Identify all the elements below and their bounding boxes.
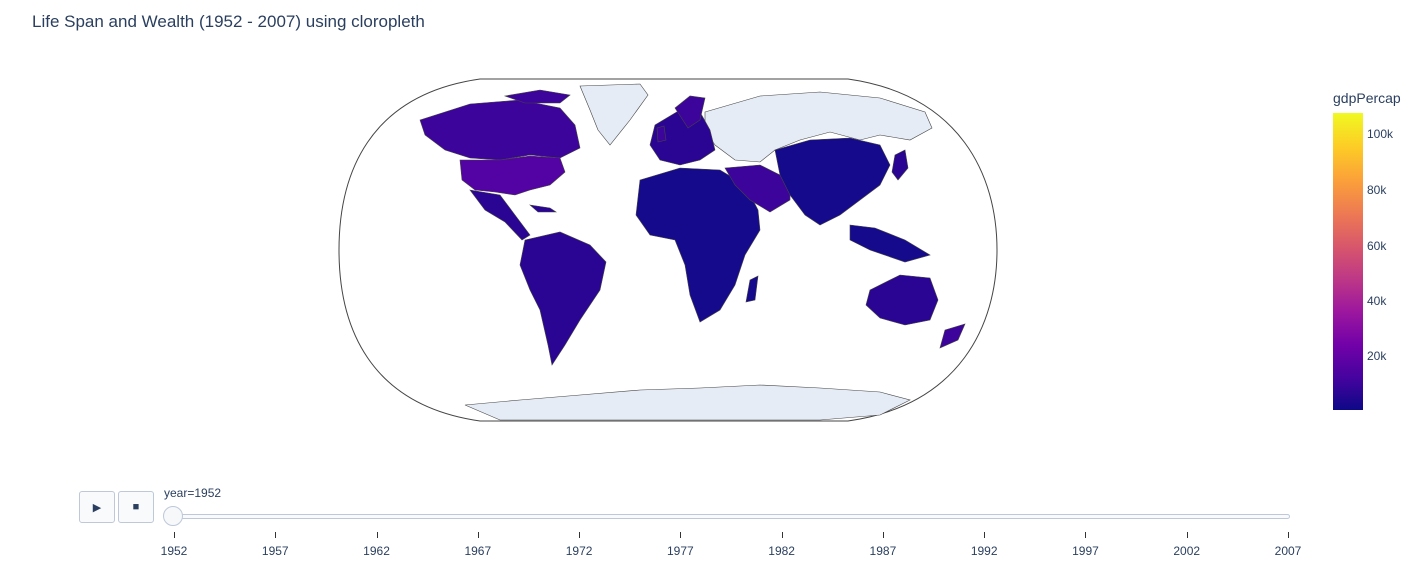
region-madagascar bbox=[745, 275, 759, 303]
slider-tick-mark bbox=[984, 532, 986, 538]
region-south-america bbox=[519, 231, 607, 366]
region-australia bbox=[865, 274, 939, 326]
slider-tick-mark bbox=[1085, 532, 1087, 538]
year-slider-handle[interactable] bbox=[163, 506, 183, 526]
colorbar-tick: 60k bbox=[1367, 239, 1387, 253]
region-caribbean bbox=[529, 204, 557, 213]
region-russia bbox=[704, 91, 933, 163]
region-new-zealand bbox=[939, 323, 966, 349]
chart-title: Life Span and Wealth (1952 - 2007) using… bbox=[32, 12, 425, 31]
slider-tick-mark bbox=[579, 532, 581, 538]
region-japan bbox=[891, 149, 909, 181]
stop-icon: ■ bbox=[132, 501, 140, 513]
slider-tick-mark bbox=[882, 532, 884, 538]
region-scandinavia bbox=[674, 95, 706, 129]
slider-tick-mark bbox=[1186, 532, 1188, 538]
slider-tick-label[interactable]: 1952 bbox=[160, 544, 188, 558]
slider-tick-label[interactable]: 2007 bbox=[1274, 544, 1302, 558]
region-central-america bbox=[469, 189, 531, 241]
play-button[interactable]: ▶ bbox=[79, 491, 115, 523]
slider-tick-mark bbox=[376, 532, 378, 538]
region-greenland bbox=[579, 83, 649, 146]
slider-tick-mark bbox=[477, 532, 479, 538]
colorbar-tick: 80k bbox=[1367, 183, 1387, 197]
colorbar-tick: 40k bbox=[1367, 294, 1387, 308]
colorbar bbox=[1333, 113, 1363, 410]
slider-tick-label[interactable]: 1977 bbox=[667, 544, 694, 558]
slider-tick-label[interactable]: 1972 bbox=[565, 544, 593, 558]
region-middle-east bbox=[724, 164, 791, 213]
slider-tick-label[interactable]: 1962 bbox=[363, 544, 390, 558]
slider-tick-mark bbox=[1288, 532, 1289, 538]
slider-tick-mark bbox=[781, 532, 783, 538]
slider-tick-label[interactable]: 1997 bbox=[1072, 544, 1099, 558]
slider-current-value: year=1952 bbox=[164, 486, 222, 500]
region-uk bbox=[656, 125, 667, 143]
year-slider-track[interactable] bbox=[174, 514, 1290, 519]
play-icon: ▶ bbox=[92, 501, 102, 514]
slider-tick-label[interactable]: 1992 bbox=[970, 544, 998, 558]
region-arctic-islands bbox=[503, 89, 571, 104]
slider-tick-label[interactable]: 1967 bbox=[464, 544, 492, 558]
colorbar-tick: 20k bbox=[1367, 349, 1387, 363]
region-usa bbox=[459, 155, 566, 196]
stop-button[interactable]: ■ bbox=[118, 491, 154, 523]
slider-tick-label[interactable]: 1957 bbox=[261, 544, 289, 558]
slider-tick-label[interactable]: 2002 bbox=[1173, 544, 1201, 558]
region-asia bbox=[774, 137, 891, 226]
region-southeast-asia bbox=[849, 224, 931, 263]
colorbar-tick: 100k bbox=[1367, 127, 1394, 141]
colorbar-title: gdpPercap bbox=[1333, 90, 1401, 106]
slider-tick-label[interactable]: 1987 bbox=[869, 544, 897, 558]
slider-tick-mark bbox=[174, 532, 175, 538]
slider-tick-mark bbox=[680, 532, 682, 538]
slider-tick-label[interactable]: 1982 bbox=[768, 544, 795, 558]
region-antarctica bbox=[464, 384, 911, 421]
slider-tick-mark bbox=[275, 532, 277, 538]
